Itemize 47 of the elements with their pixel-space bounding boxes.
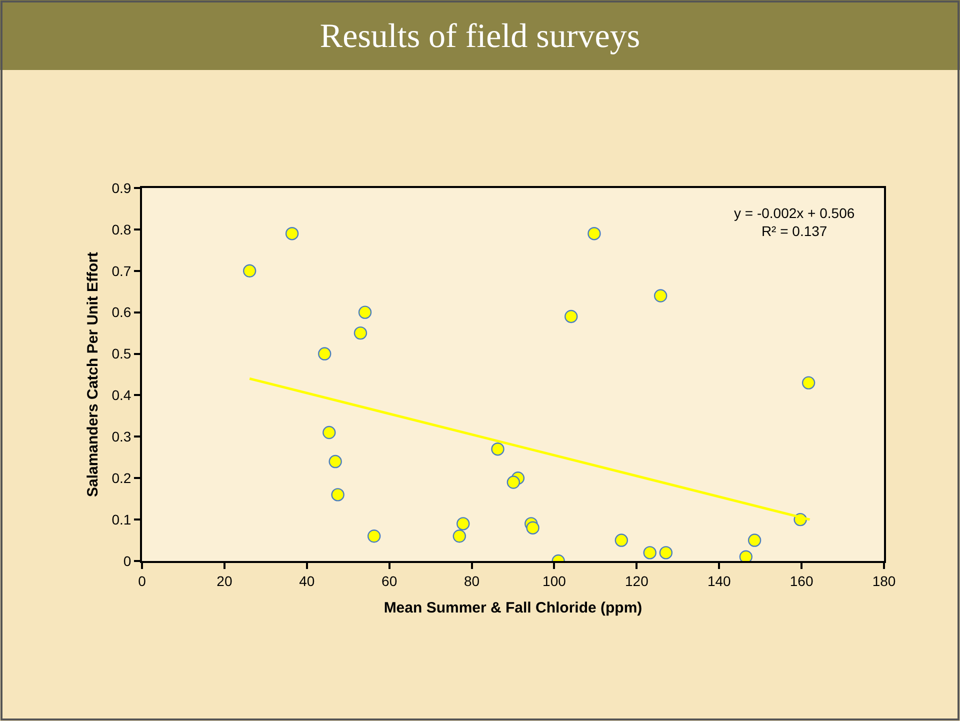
- x-axis-title: Mean Summer & Fall Chloride (ppm): [384, 599, 642, 616]
- x-tick-label: 160: [790, 572, 814, 589]
- point: [506, 476, 520, 489]
- point: [322, 426, 336, 440]
- point: [802, 376, 816, 390]
- x-tick-label: 100: [542, 572, 566, 589]
- point: [452, 530, 466, 543]
- point: [328, 454, 342, 468]
- y-tick-label: 0.2: [112, 470, 132, 486]
- point: [358, 306, 372, 319]
- point: [367, 530, 381, 543]
- y-axis-title: Salamanders Catch Per Unit Effort: [84, 252, 102, 498]
- point: [526, 521, 540, 534]
- point: [564, 310, 578, 324]
- point: [242, 264, 256, 278]
- point: [354, 326, 368, 340]
- y-tick-label: 0.9: [112, 180, 132, 196]
- chart-title: Results of field surveys: [320, 18, 640, 55]
- point: [748, 534, 762, 547]
- y-tick-label: 0.4: [112, 387, 132, 404]
- annotation: y = -0.002x + 0.506 R² = 0.137: [734, 205, 855, 240]
- y-tick-label: 0.1: [112, 511, 132, 528]
- point: [643, 546, 656, 560]
- x-tick-label: 140: [707, 572, 732, 589]
- y-tick-label: 0: [123, 552, 132, 569]
- point: [331, 488, 344, 502]
- point: [654, 289, 668, 302]
- point: [739, 550, 753, 561]
- x-tick-label: 80: [464, 572, 480, 589]
- point: [659, 546, 673, 560]
- point: [285, 226, 299, 240]
- x-tick-label: 120: [624, 572, 649, 589]
- x-tick-label: 40: [299, 572, 315, 589]
- x-tick-label: 20: [216, 572, 232, 589]
- y-tick-label: 0.5: [112, 346, 132, 362]
- point: [456, 517, 470, 530]
- point: [491, 442, 504, 456]
- y-tick-label: 0.7: [112, 262, 132, 279]
- point: [588, 226, 601, 240]
- y-tick-label: 0.6: [112, 304, 132, 320]
- point: [318, 347, 332, 360]
- y-tick-label: 0.8: [112, 221, 132, 238]
- x-tick-label: 60: [382, 572, 398, 589]
- point: [614, 534, 628, 547]
- y-tick-label: 0.3: [112, 428, 132, 445]
- x-tick-label: 180: [872, 572, 896, 589]
- x-tick-label: 0: [138, 572, 146, 589]
